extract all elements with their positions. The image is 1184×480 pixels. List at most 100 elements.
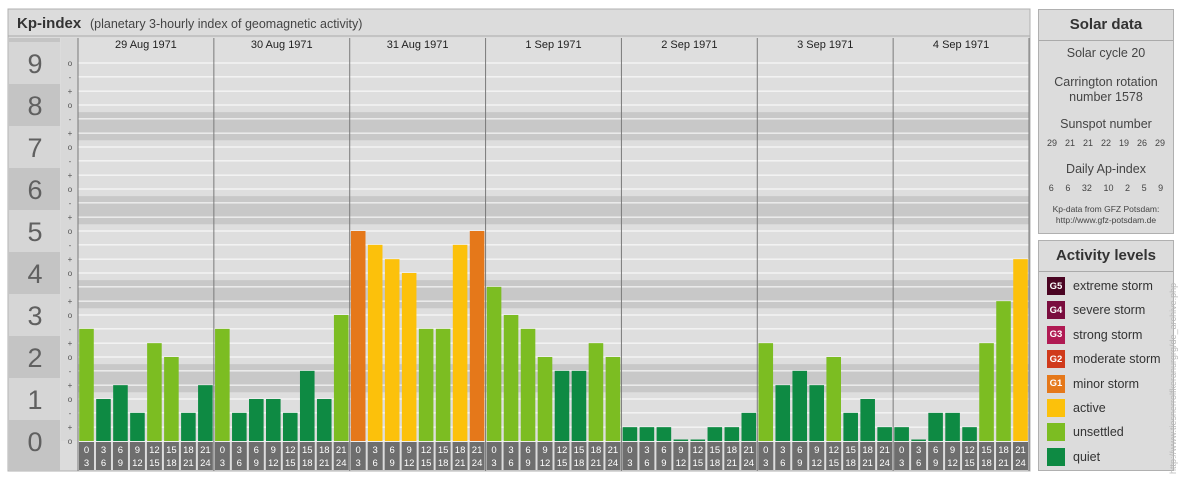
hour-box: [1013, 442, 1028, 470]
hour-end-label: 15: [285, 458, 296, 469]
hour-end-label: 12: [947, 458, 958, 469]
y-minor-tick: +: [68, 381, 73, 390]
y-minor-tick: o: [68, 353, 73, 362]
kp-bar: [894, 427, 909, 441]
watermark-url: http://www.tiesnerrolfkeranurgrg/de_arch…: [1168, 282, 1178, 474]
hour-start-label: 3: [644, 445, 649, 456]
hour-start-label: 18: [319, 445, 330, 456]
day-label: 2 Sep 1971: [661, 39, 717, 51]
y-tick-label: 1: [27, 385, 42, 415]
hour-end-label: 21: [998, 458, 1009, 469]
activity-swatch: G3: [1047, 325, 1065, 344]
hour-box: [945, 442, 961, 470]
y-minor-tick: o: [68, 227, 73, 236]
hour-box: [95, 442, 111, 470]
hour-box: [333, 442, 349, 470]
hour-end-label: 9: [525, 458, 530, 469]
hour-box: [911, 442, 927, 470]
activity-level-item: quiet: [1047, 447, 1100, 467]
hour-end-label: 18: [981, 458, 992, 469]
sunspot-value: 29: [1046, 138, 1057, 148]
day-label: 1 Sep 1971: [525, 39, 581, 51]
sunspot-values: 29 21 21 22 19 26 29: [1043, 138, 1169, 148]
y-minor-tick: -: [69, 115, 72, 124]
activity-swatch: [1047, 399, 1065, 417]
kp-bar: [1013, 259, 1028, 441]
hour-start-label: 9: [542, 445, 547, 456]
hour-box: [894, 442, 910, 470]
kp-bar: [299, 370, 315, 441]
kp-bar: [945, 412, 960, 441]
kp-band: [78, 280, 1029, 309]
ap-value: 5: [1141, 183, 1147, 193]
hour-start-label: 0: [763, 445, 768, 456]
hour-box: [758, 442, 774, 470]
hour-start-label: 6: [254, 445, 259, 456]
y-tick-label: 2: [27, 343, 42, 373]
hour-start-label: 18: [591, 445, 602, 456]
hour-box: [469, 442, 485, 470]
hour-end-label: 21: [183, 458, 194, 469]
y-minor-tick: +: [68, 87, 73, 96]
kp-bar: [418, 328, 434, 441]
hour-start-label: 18: [727, 445, 738, 456]
hour-start-label: 9: [271, 445, 276, 456]
hour-end-label: 18: [166, 458, 177, 469]
hour-end-label: 18: [574, 458, 585, 469]
activity-swatch: G5: [1047, 277, 1065, 295]
solar-cycle: Solar cycle 20: [1066, 46, 1146, 60]
hour-box: [435, 442, 451, 470]
y-minor-tick: -: [69, 409, 72, 418]
activity-swatch: [1047, 423, 1065, 442]
hour-start-label: 0: [220, 445, 225, 456]
hour-end-label: 9: [118, 458, 123, 469]
hour-box: [299, 442, 315, 470]
hour-box: [826, 442, 842, 470]
y-minor-tick: -: [69, 241, 72, 250]
hour-box: [809, 442, 825, 470]
hour-box: [996, 442, 1012, 470]
hour-start-label: 0: [356, 445, 361, 456]
kp-bar: [588, 343, 604, 441]
y-axis-band: [9, 210, 60, 252]
activity-label: quiet: [1073, 449, 1101, 464]
hour-start-label: 21: [744, 445, 755, 456]
hour-start-label: 3: [101, 445, 106, 456]
hour-box: [775, 442, 791, 470]
carrington-line2: number 1578: [1069, 90, 1143, 104]
y-minor-tick: -: [69, 199, 72, 208]
hour-start-label: 12: [149, 445, 160, 456]
hour-box: [537, 442, 553, 470]
hour-box: [384, 442, 400, 470]
hour-end-label: 21: [862, 458, 873, 469]
day-label: 3 Sep 1971: [797, 39, 853, 51]
kp-bar: [622, 427, 638, 441]
hour-box: [707, 442, 723, 470]
hour-box: [231, 442, 247, 470]
hour-start-label: 12: [964, 445, 975, 456]
kp-bar: [571, 370, 587, 441]
hour-box: [163, 442, 179, 470]
activity-level-item: unsettled: [1047, 422, 1124, 442]
hour-start-label: 15: [981, 445, 992, 456]
hour-end-label: 12: [676, 458, 687, 469]
activity-label: moderate storm: [1073, 352, 1161, 367]
hour-box: [571, 442, 587, 470]
sunspot-value: 21: [1064, 138, 1075, 148]
hour-end-label: 12: [132, 458, 143, 469]
y-minor-tick: -: [69, 283, 72, 292]
activity-label: unsettled: [1073, 425, 1124, 440]
kp-bar: [877, 427, 892, 441]
hour-start-label: 6: [661, 445, 666, 456]
solar-data-panel: Solar data Solar cycle 20 Carrington rot…: [1038, 9, 1174, 234]
hour-box: [520, 442, 536, 470]
kp-bar: [673, 439, 689, 441]
hour-start-label: 15: [438, 445, 449, 456]
y-minor-tick: +: [68, 339, 73, 348]
activity-swatch: G4: [1047, 301, 1065, 320]
kp-band: [78, 238, 1029, 267]
kp-bar: [249, 399, 264, 441]
hour-box: [197, 442, 213, 470]
y-minor-tick: +: [68, 423, 73, 432]
hour-box: [928, 442, 944, 470]
